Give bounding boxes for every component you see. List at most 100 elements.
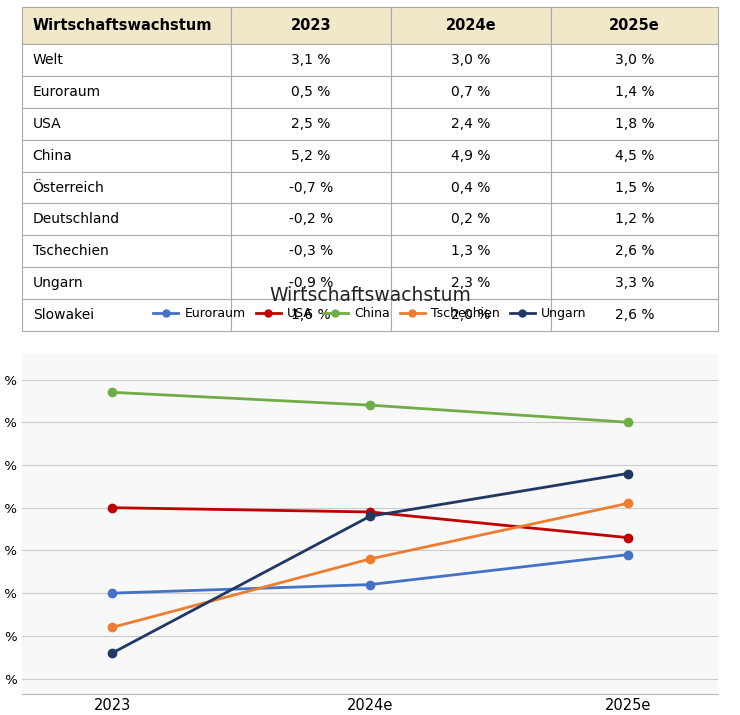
- Tschechien: [366, 555, 374, 563]
- Bar: [551, 7, 718, 44]
- Bar: [391, 172, 551, 203]
- Bar: [22, 7, 231, 44]
- Text: 3,0 %: 3,0 %: [451, 53, 491, 67]
- Text: 1,2 %: 1,2 %: [615, 212, 654, 227]
- Bar: [551, 203, 718, 235]
- Text: Euroraum: Euroraum: [33, 85, 101, 99]
- Text: 0,5 %: 0,5 %: [291, 85, 331, 99]
- Text: 0,4 %: 0,4 %: [451, 180, 491, 194]
- Text: -0,2 %: -0,2 %: [289, 212, 333, 227]
- Bar: [22, 172, 231, 203]
- Text: -0,9 %: -0,9 %: [289, 276, 333, 290]
- Bar: [231, 7, 391, 44]
- Bar: [231, 44, 391, 77]
- Text: 4,9 %: 4,9 %: [451, 149, 491, 163]
- Bar: [391, 7, 551, 44]
- Ungarn: [108, 649, 117, 657]
- Bar: [391, 140, 551, 172]
- Bar: [231, 299, 391, 330]
- Bar: [22, 203, 231, 235]
- Bar: [231, 235, 391, 267]
- USA: [108, 503, 117, 512]
- Text: 2025e: 2025e: [609, 19, 659, 34]
- USA: [366, 508, 374, 516]
- Text: 2,3 %: 2,3 %: [451, 276, 491, 290]
- Legend: Euroraum, USA, China, Tschechien, Ungarn: Euroraum, USA, China, Tschechien, Ungarn: [149, 302, 591, 325]
- Text: 5,2 %: 5,2 %: [291, 149, 331, 163]
- Bar: [231, 77, 391, 108]
- Bar: [231, 140, 391, 172]
- Bar: [551, 108, 718, 140]
- Text: 0,2 %: 0,2 %: [451, 212, 491, 227]
- China: [623, 418, 632, 427]
- Bar: [551, 235, 718, 267]
- Text: 1,6 %: 1,6 %: [291, 307, 331, 322]
- Bar: [22, 140, 231, 172]
- Title: Wirtschaftswachstum: Wirtschaftswachstum: [269, 286, 471, 305]
- Bar: [391, 77, 551, 108]
- Bar: [22, 299, 231, 330]
- Bar: [22, 108, 231, 140]
- Text: 2024e: 2024e: [445, 19, 497, 34]
- Text: Ungarn: Ungarn: [33, 276, 84, 290]
- Text: Tschechien: Tschechien: [33, 244, 108, 258]
- Text: Deutschland: Deutschland: [33, 212, 120, 227]
- Line: Euroraum: Euroraum: [108, 551, 632, 597]
- Bar: [551, 77, 718, 108]
- Text: 1,4 %: 1,4 %: [615, 85, 654, 99]
- Text: 3,0 %: 3,0 %: [615, 53, 654, 67]
- Euroraum: [108, 589, 117, 598]
- Bar: [22, 267, 231, 299]
- Bar: [231, 267, 391, 299]
- Text: 2,5 %: 2,5 %: [291, 117, 331, 131]
- Text: 4,5 %: 4,5 %: [615, 149, 654, 163]
- Euroraum: [623, 551, 632, 559]
- Text: Slowakei: Slowakei: [33, 307, 94, 322]
- Bar: [551, 140, 718, 172]
- Text: Welt: Welt: [33, 53, 64, 67]
- Line: Tschechien: Tschechien: [108, 499, 632, 631]
- China: [108, 388, 117, 397]
- Bar: [391, 267, 551, 299]
- Text: 1,8 %: 1,8 %: [614, 117, 654, 131]
- Text: 3,1 %: 3,1 %: [291, 53, 331, 67]
- China: [366, 401, 374, 410]
- Ungarn: [623, 469, 632, 478]
- Text: China: China: [33, 149, 73, 163]
- Text: USA: USA: [33, 117, 61, 131]
- Text: 2,6 %: 2,6 %: [615, 244, 654, 258]
- Bar: [391, 203, 551, 235]
- Bar: [551, 267, 718, 299]
- Text: -0,3 %: -0,3 %: [289, 244, 333, 258]
- Line: USA: USA: [108, 503, 632, 542]
- Bar: [22, 235, 231, 267]
- Bar: [231, 203, 391, 235]
- Text: Wirtschaftswachstum: Wirtschaftswachstum: [33, 19, 212, 34]
- Bar: [551, 172, 718, 203]
- Tschechien: [108, 623, 117, 631]
- Bar: [22, 77, 231, 108]
- Bar: [391, 44, 551, 77]
- Bar: [391, 235, 551, 267]
- Bar: [22, 44, 231, 77]
- Text: -0,7 %: -0,7 %: [289, 180, 333, 194]
- Line: Ungarn: Ungarn: [108, 469, 632, 657]
- Text: 1,5 %: 1,5 %: [615, 180, 654, 194]
- Bar: [391, 108, 551, 140]
- Text: 0,7 %: 0,7 %: [451, 85, 491, 99]
- Text: 2023: 2023: [291, 19, 332, 34]
- Text: 2,6 %: 2,6 %: [615, 307, 654, 322]
- Line: China: China: [108, 388, 632, 426]
- Text: 2,0 %: 2,0 %: [451, 307, 491, 322]
- Text: 2,4 %: 2,4 %: [451, 117, 491, 131]
- Tschechien: [623, 499, 632, 508]
- Bar: [551, 299, 718, 330]
- Bar: [231, 172, 391, 203]
- Ungarn: [366, 512, 374, 521]
- Bar: [551, 44, 718, 77]
- Text: 1,3 %: 1,3 %: [451, 244, 491, 258]
- Bar: [231, 108, 391, 140]
- USA: [623, 533, 632, 542]
- Text: 3,3 %: 3,3 %: [615, 276, 654, 290]
- Bar: [391, 299, 551, 330]
